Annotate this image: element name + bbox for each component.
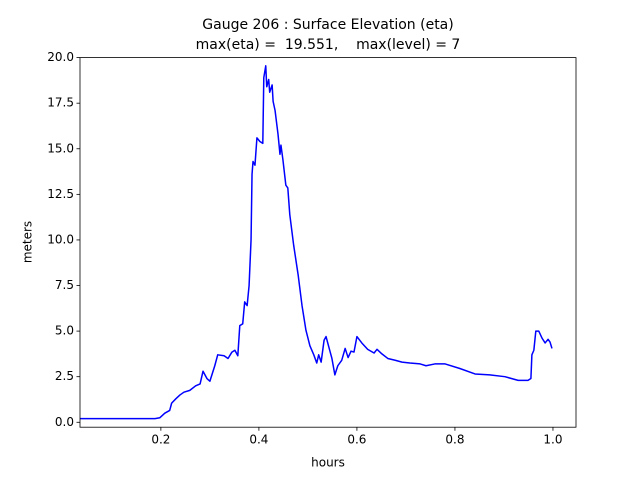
y-tick-label: 17.5	[47, 96, 74, 110]
y-axis-label: meters	[21, 221, 35, 263]
y-tick-label: 2.5	[55, 369, 74, 383]
y-tick-label: 7.5	[55, 278, 74, 292]
y-tick-label: 20.0	[47, 50, 74, 64]
x-axis-label: hours	[311, 456, 345, 470]
y-tick-label: 15.0	[47, 141, 74, 155]
x-tick-label: 0.8	[445, 433, 464, 447]
chart-subtitle: max(eta) = 19.551, max(level) = 7	[196, 37, 461, 53]
y-tick-label: 12.5	[47, 187, 74, 201]
x-tick-label: 1.0	[543, 433, 562, 447]
x-tick-label: 0.4	[249, 433, 268, 447]
y-tick-label: 0.0	[55, 415, 74, 429]
chart-title: Gauge 206 : Surface Elevation (eta)	[202, 17, 453, 33]
plot-frame	[79, 57, 577, 428]
y-tick-label: 10.0	[47, 232, 74, 246]
data-line	[80, 65, 553, 420]
x-tick-label: 0.6	[347, 433, 366, 447]
y-tick-label: 5.0	[55, 324, 74, 338]
x-tick-label: 0.2	[151, 433, 170, 447]
